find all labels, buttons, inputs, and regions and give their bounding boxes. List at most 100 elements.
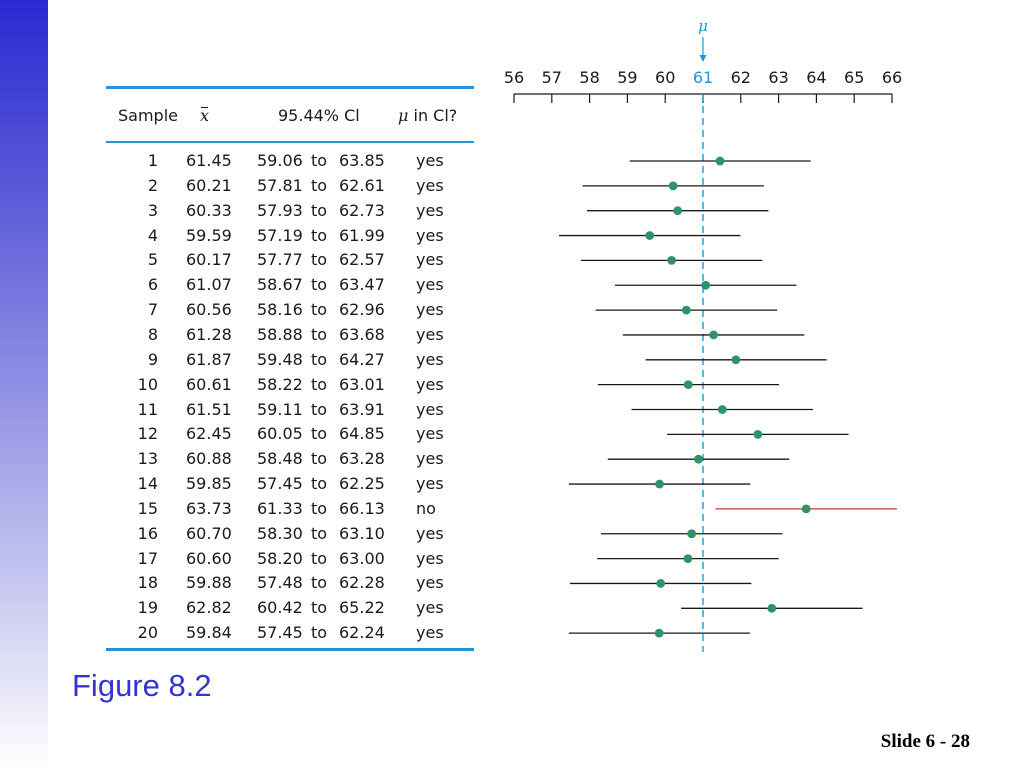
- mean-point: [694, 454, 703, 464]
- cell-sample: 14: [137, 474, 158, 494]
- x-tick-label: 60: [655, 68, 675, 87]
- cell-mu-in-ci: yes: [416, 548, 444, 568]
- cell-mean: 62.82: [186, 598, 232, 618]
- mean-point: [683, 554, 693, 563]
- x-tick-label: 56: [504, 68, 524, 87]
- cell-lower: 58.16: [257, 300, 303, 320]
- cell-upper: 64.27: [339, 349, 385, 369]
- cell-upper: 63.00: [339, 548, 385, 568]
- header-ci: 95.44% Cl: [278, 106, 360, 125]
- cell-mean: 62.45: [186, 424, 232, 444]
- cell-sample: 18: [137, 573, 158, 593]
- cell-mu-in-ci: yes: [416, 324, 444, 344]
- cell-to: to: [311, 225, 328, 245]
- cell-mu-in-ci: no: [416, 498, 436, 518]
- decorative-sidebar: [0, 0, 48, 768]
- cell-mean: 59.88: [186, 573, 232, 593]
- cell-mean: 60.21: [186, 175, 232, 195]
- cell-mu-in-ci: yes: [416, 598, 444, 618]
- cell-to: to: [311, 598, 328, 618]
- cell-mean: 59.85: [186, 474, 232, 494]
- cell-mean: 60.61: [186, 374, 232, 394]
- table-top-rule: [106, 86, 474, 89]
- cell-mu-in-ci: yes: [416, 225, 444, 245]
- header-mean: x: [200, 106, 209, 126]
- cell-to: to: [311, 523, 328, 543]
- mean-point: [683, 380, 693, 390]
- cell-lower: 58.67: [257, 275, 303, 295]
- cell-upper: 62.25: [339, 474, 385, 494]
- cell-sample: 7: [147, 300, 158, 320]
- cell-lower: 57.93: [257, 200, 303, 220]
- cell-mu-in-ci: yes: [416, 523, 444, 543]
- x-tick-label: 61: [693, 68, 713, 87]
- x-tick-label: 58: [579, 68, 599, 87]
- cell-mean: 60.33: [186, 200, 232, 220]
- cell-upper: 62.28: [339, 573, 385, 593]
- cell-sample: 11: [137, 399, 158, 419]
- cell-mean: 60.70: [186, 523, 232, 543]
- cell-mean: 60.88: [186, 449, 232, 469]
- x-tick-label: 66: [882, 68, 902, 87]
- cell-mu-in-ci: yes: [416, 623, 444, 643]
- x-tick-label: 63: [768, 68, 788, 87]
- cell-sample: 4: [147, 225, 158, 245]
- cell-mu-in-ci: yes: [416, 424, 444, 444]
- mean-point: [645, 231, 655, 240]
- cell-mu-in-ci: yes: [416, 275, 444, 295]
- cell-to: to: [311, 474, 328, 494]
- cell-upper: 62.24: [339, 623, 385, 643]
- cell-to: to: [311, 623, 328, 643]
- cell-to: to: [311, 324, 328, 344]
- cell-mu-in-ci: yes: [416, 449, 444, 469]
- cell-upper: 62.96: [339, 300, 385, 320]
- x-tick-label: 62: [731, 68, 751, 87]
- cell-mu-in-ci: yes: [416, 200, 444, 220]
- cell-mu-in-ci: yes: [416, 474, 444, 494]
- cell-to: to: [311, 498, 328, 518]
- cell-mean: 59.59: [186, 225, 232, 245]
- cell-upper: 63.91: [339, 399, 385, 419]
- cell-upper: 61.99: [339, 225, 385, 245]
- mean-point: [656, 579, 666, 588]
- cell-mean: 59.84: [186, 623, 232, 643]
- figure-label: Figure 8.2: [72, 668, 212, 703]
- cell-mean: 61.07: [186, 275, 232, 295]
- cell-upper: 63.01: [339, 374, 385, 394]
- cell-upper: 62.61: [339, 175, 385, 195]
- mean-point: [717, 405, 727, 414]
- cell-mean: 60.17: [186, 250, 232, 270]
- mean-point: [654, 628, 664, 638]
- cell-sample: 5: [147, 250, 158, 270]
- header-mean-symbol: x: [200, 106, 210, 125]
- cell-lower: 57.77: [257, 250, 303, 270]
- cell-to: to: [311, 300, 328, 320]
- cell-to: to: [311, 349, 328, 369]
- cell-mean: 61.28: [186, 324, 232, 344]
- cell-to: to: [311, 151, 328, 170]
- table-bottom-rule: [106, 648, 474, 651]
- cell-mu-in-ci: yes: [416, 349, 444, 369]
- mean-point: [687, 529, 697, 539]
- mean-point: [709, 330, 718, 340]
- cell-mu-in-ci: yes: [416, 250, 444, 270]
- cell-mean: 60.56: [186, 300, 232, 320]
- cell-lower: 59.48: [257, 349, 303, 369]
- cell-mu-in-ci: yes: [416, 300, 444, 320]
- header-mu-symbol: μ: [398, 106, 409, 125]
- cell-mean: 63.73: [186, 498, 232, 518]
- cell-sample: 9: [147, 349, 158, 369]
- cell-mean: 60.60: [186, 548, 232, 568]
- mean-point: [673, 206, 683, 216]
- cell-sample: 13: [137, 449, 158, 469]
- cell-lower: 58.48: [257, 449, 303, 469]
- cell-sample: 15: [137, 498, 158, 518]
- cell-sample: 17: [137, 548, 158, 568]
- cell-lower: 58.88: [257, 324, 303, 344]
- cell-to: to: [311, 573, 328, 593]
- cell-mean: 61.87: [186, 349, 232, 369]
- header-mu-in-ci-text: in Cl?: [413, 106, 458, 125]
- cell-upper: 62.73: [339, 200, 385, 220]
- cell-sample: 2: [147, 175, 158, 195]
- cell-mu-in-ci: yes: [416, 399, 444, 419]
